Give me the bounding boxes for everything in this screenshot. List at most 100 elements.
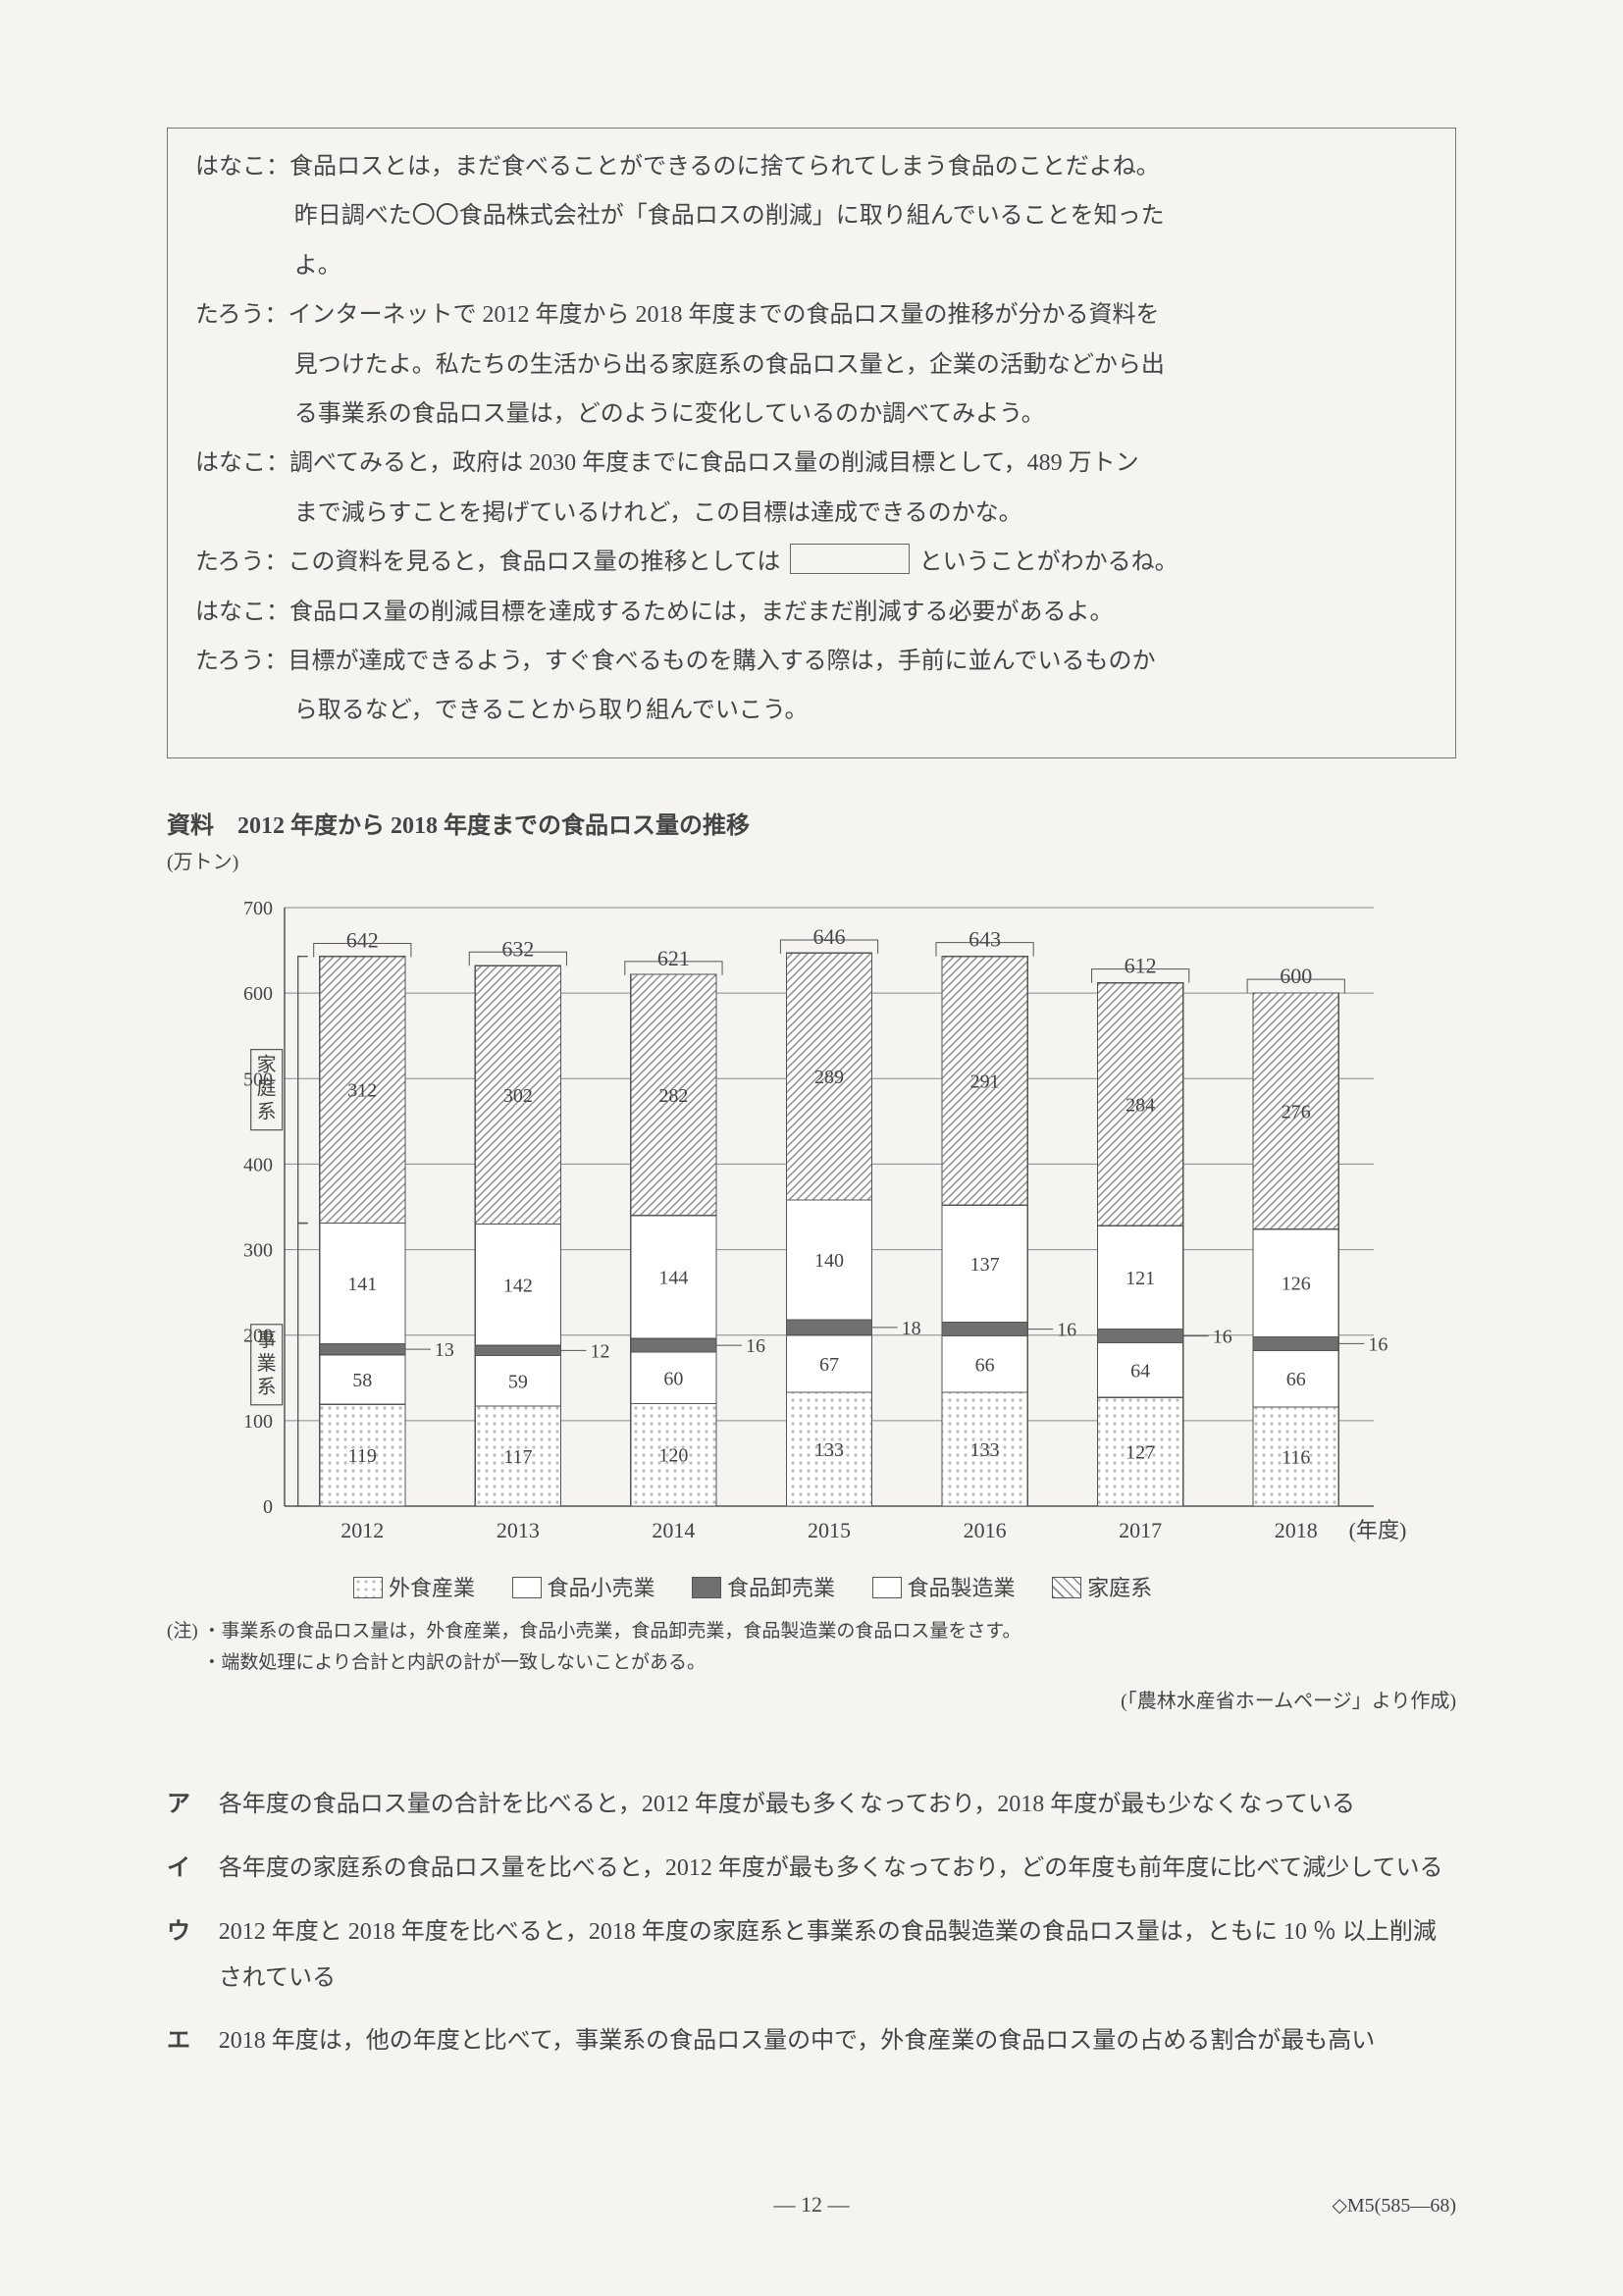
line-hanako-2a: はなこ：調べてみると，政府は 2030 年度までに食品ロス量の削減目標として，4… — [195, 439, 1428, 488]
chart-title: 資料 2012 年度から 2018 年度までの食品ロス量の推移 — [167, 806, 1456, 840]
svg-text:2016: 2016 — [964, 1518, 1007, 1542]
svg-text:2012: 2012 — [340, 1518, 384, 1542]
line-tarou-1a: たろう：インターネットで 2012 年度から 2018 年度までの食品ロス量の推… — [195, 290, 1428, 339]
svg-text:64: 64 — [1130, 1360, 1150, 1382]
note-1: ・事業系の食品ロス量は，外食産業，食品小売業，食品卸売業，食品製造業の食品ロス量… — [202, 1621, 1021, 1642]
svg-text:59: 59 — [508, 1371, 528, 1392]
legend-kouri: 食品小売業 — [512, 1571, 655, 1602]
answer-blank[interactable] — [790, 544, 910, 574]
svg-text:643: 643 — [969, 926, 1001, 951]
svg-text:400: 400 — [243, 1154, 273, 1175]
line-tarou-3a: たろう：目標が達成できるよう，すぐ食べるものを購入する際は，手前に並んでいるもの… — [195, 637, 1428, 686]
line-hanako-1c: よ。 — [195, 241, 1428, 290]
svg-text:18: 18 — [902, 1318, 921, 1339]
svg-text:121: 121 — [1126, 1268, 1155, 1289]
note-2: ・端数処理により合計と内訳の計が一致しないことがある。 — [202, 1652, 706, 1673]
option-d-text: 2018 年度は，他の年度と比べて，事業系の食品ロス量の中で，外食産業の食品ロス… — [219, 2028, 1375, 2054]
svg-text:58: 58 — [352, 1370, 372, 1391]
svg-text:60: 60 — [663, 1368, 683, 1389]
svg-text:(年度): (年度) — [1349, 1518, 1407, 1542]
option-b: イ 各年度の家庭系の食品ロス量を比べると，2012 年度が最も多くなっており，どの… — [167, 1846, 1456, 1892]
stacked-bar-chart: 0100200300400500600700119581413121364220… — [177, 878, 1433, 1565]
svg-text:142: 142 — [503, 1275, 533, 1296]
option-d: エ 2018 年度は，他の年度と比べて，事業系の食品ロス量の中で，外食産業の食品ロ… — [167, 2018, 1456, 2064]
svg-text:66: 66 — [1286, 1369, 1306, 1390]
svg-text:庭: 庭 — [257, 1076, 277, 1099]
option-a-tag: ア — [167, 1782, 190, 1828]
svg-text:133: 133 — [970, 1439, 1000, 1461]
svg-text:133: 133 — [814, 1439, 844, 1461]
svg-text:312: 312 — [347, 1079, 377, 1101]
line-hanako-1b: 昨日調べた〇〇食品株式会社が「食品ロスの削減」に取り組んでいることを知った — [195, 191, 1428, 240]
svg-text:120: 120 — [658, 1444, 688, 1466]
chart-legend: 外食産業 食品小売業 食品卸売業 食品製造業 家庭系 — [353, 1571, 1456, 1602]
line-tarou-2a: たろう：この資料を見ると，食品ロス量の推移としては — [195, 549, 780, 575]
svg-text:2014: 2014 — [652, 1518, 695, 1542]
svg-text:業: 業 — [257, 1351, 277, 1374]
svg-text:140: 140 — [814, 1250, 844, 1272]
svg-text:126: 126 — [1282, 1273, 1311, 1294]
dialogue-box: はなこ：食品ロスとは，まだ食べることができるのに捨てられてしまう食品のことだよね… — [167, 128, 1456, 758]
svg-text:16: 16 — [1213, 1326, 1232, 1347]
svg-text:66: 66 — [975, 1354, 995, 1376]
svg-text:612: 612 — [1125, 953, 1157, 977]
option-c: ウ 2012 年度と 2018 年度を比べると，2018 年度の家庭系と事業系の食… — [167, 1909, 1456, 2002]
legend-seizou-label: 食品製造業 — [908, 1576, 1016, 1600]
option-d-tag: エ — [167, 2018, 190, 2064]
line-hanako-2b: まで減らすことを掲げているけれど，この目標は達成できるのかな。 — [195, 489, 1428, 538]
svg-text:300: 300 — [243, 1239, 273, 1261]
svg-text:0: 0 — [263, 1496, 273, 1518]
svg-text:600: 600 — [1280, 964, 1312, 988]
line-tarou-2: たろう：この資料を見ると，食品ロス量の推移としては ということがわかるね。 — [195, 538, 1428, 587]
svg-text:2015: 2015 — [808, 1518, 851, 1542]
legend-gaishoku: 外食産業 — [353, 1571, 475, 1602]
legend-katei: 家庭系 — [1052, 1571, 1152, 1602]
svg-text:16: 16 — [746, 1335, 765, 1357]
svg-text:2017: 2017 — [1119, 1518, 1162, 1542]
option-b-tag: イ — [167, 1846, 190, 1892]
legend-oroshi: 食品卸売業 — [692, 1571, 835, 1602]
line-hanako-3: はなこ：食品ロス量の削減目標を達成するためには，まだまだ削減する必要があるよ。 — [195, 588, 1428, 637]
notes-prefix: (注) — [167, 1621, 198, 1642]
legend-katei-label: 家庭系 — [1087, 1576, 1152, 1600]
legend-oroshi-label: 食品卸売業 — [727, 1576, 835, 1600]
svg-text:116: 116 — [1282, 1446, 1310, 1468]
line-tarou-1c: る事業系の食品ロス量は，どのように変化しているのか調べてみよう。 — [195, 390, 1428, 439]
svg-text:632: 632 — [501, 936, 534, 961]
svg-text:276: 276 — [1282, 1101, 1311, 1122]
svg-text:137: 137 — [970, 1254, 1000, 1276]
svg-text:302: 302 — [503, 1085, 533, 1107]
svg-text:16: 16 — [1368, 1333, 1387, 1355]
svg-text:系: 系 — [257, 1100, 277, 1122]
svg-text:家: 家 — [257, 1053, 277, 1075]
svg-text:700: 700 — [243, 898, 273, 919]
line-hanako-1a: はなこ：食品ロスとは，まだ食べることができるのに捨てられてしまう食品のことだよね… — [195, 142, 1428, 191]
svg-text:事: 事 — [257, 1328, 277, 1350]
svg-text:621: 621 — [657, 946, 690, 970]
chart-source: (「農林水産省ホームページ」より作成) — [167, 1685, 1456, 1713]
svg-text:144: 144 — [658, 1267, 688, 1288]
legend-kouri-label: 食品小売業 — [548, 1576, 655, 1600]
svg-text:282: 282 — [658, 1085, 688, 1107]
answer-options: ア各年度の食品ロス量の合計を比べると，2012 年度が最も多くなっており，201… — [167, 1782, 1456, 2064]
option-c-tag: ウ — [167, 1909, 190, 1956]
svg-text:16: 16 — [1057, 1319, 1076, 1340]
option-a: ア各年度の食品ロス量の合計を比べると，2012 年度が最も多くなっており，201… — [167, 1782, 1456, 1828]
svg-text:646: 646 — [813, 924, 846, 949]
option-c-text: 2012 年度と 2018 年度を比べると，2018 年度の家庭系と事業系の食品… — [219, 1919, 1437, 1991]
svg-text:119: 119 — [348, 1445, 377, 1467]
line-tarou-2b: ということがわかるね。 — [919, 549, 1178, 575]
svg-text:67: 67 — [819, 1354, 839, 1376]
option-b-text: 各年度の家庭系の食品ロス量を比べると，2012 年度が最も多くなっており，どの年… — [219, 1855, 1443, 1881]
svg-text:289: 289 — [814, 1067, 844, 1088]
chart-unit: (万トン) — [167, 846, 1456, 874]
exam-page: はなこ：食品ロスとは，まだ食べることができるのに捨てられてしまう食品のことだよね… — [0, 0, 1623, 2296]
line-tarou-3b: ら取るなど，できることから取り組んでいこう。 — [195, 686, 1428, 735]
legend-seizou: 食品製造業 — [872, 1571, 1016, 1602]
svg-text:13: 13 — [435, 1339, 454, 1361]
chart-notes: (注) ・事業系の食品ロス量は，外食産業，食品小売業，食品卸売業，食品製造業の食… — [167, 1616, 1456, 1680]
svg-text:642: 642 — [346, 927, 379, 952]
svg-text:291: 291 — [970, 1070, 1000, 1092]
svg-text:2018: 2018 — [1275, 1518, 1318, 1542]
page-code: ◇M5(585—68) — [1333, 2193, 1456, 2218]
